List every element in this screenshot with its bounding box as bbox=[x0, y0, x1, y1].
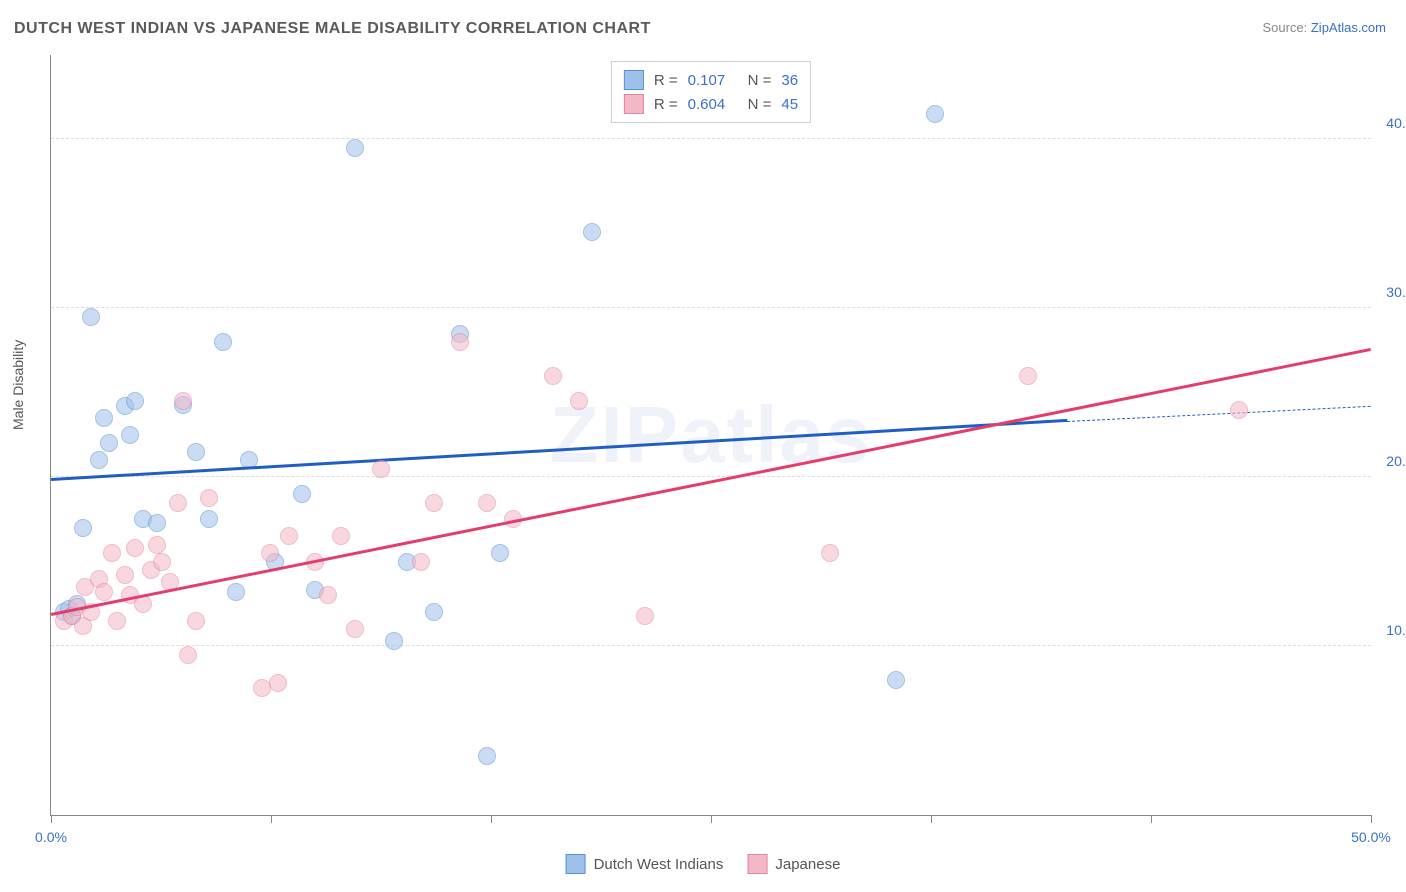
data-point bbox=[187, 612, 205, 630]
r-label: R = bbox=[654, 96, 678, 113]
legend-swatch bbox=[747, 854, 767, 874]
data-point bbox=[636, 607, 654, 625]
data-point bbox=[346, 620, 364, 638]
data-point bbox=[412, 553, 430, 571]
legend-label: Dutch West Indians bbox=[594, 856, 724, 873]
x-tick bbox=[491, 815, 492, 823]
chart-title: DUTCH WEST INDIAN VS JAPANESE MALE DISAB… bbox=[14, 20, 651, 38]
data-point bbox=[280, 527, 298, 545]
data-point bbox=[121, 426, 139, 444]
data-point bbox=[478, 747, 496, 765]
data-point bbox=[385, 632, 403, 650]
r-value: 0.107 bbox=[688, 72, 738, 89]
plot-area: ZIPatlas R =0.107N =36R =0.604N =45 10.0… bbox=[50, 55, 1371, 816]
data-point bbox=[261, 544, 279, 562]
x-tick bbox=[1151, 815, 1152, 823]
r-label: R = bbox=[654, 72, 678, 89]
data-point bbox=[491, 544, 509, 562]
legend-item: Dutch West Indians bbox=[566, 854, 724, 874]
data-point bbox=[95, 409, 113, 427]
data-point bbox=[116, 566, 134, 584]
gridline bbox=[51, 476, 1371, 477]
x-tick bbox=[711, 815, 712, 823]
x-tick bbox=[51, 815, 52, 823]
source-prefix: Source: bbox=[1262, 20, 1310, 35]
source-link[interactable]: ZipAtlas.com bbox=[1311, 20, 1386, 35]
data-point bbox=[153, 553, 171, 571]
y-tick-label: 40.0% bbox=[1386, 115, 1406, 131]
data-point bbox=[1230, 401, 1248, 419]
data-point bbox=[926, 105, 944, 123]
data-point bbox=[227, 583, 245, 601]
data-point bbox=[544, 367, 562, 385]
data-point bbox=[821, 544, 839, 562]
data-point bbox=[425, 494, 443, 512]
trend-line bbox=[1067, 405, 1371, 421]
gridline bbox=[51, 138, 1371, 139]
x-tick bbox=[271, 815, 272, 823]
data-point bbox=[200, 489, 218, 507]
data-point bbox=[583, 223, 601, 241]
data-point bbox=[179, 646, 197, 664]
data-point bbox=[425, 603, 443, 621]
legend-item: Japanese bbox=[747, 854, 840, 874]
legend-swatch bbox=[566, 854, 586, 874]
data-point bbox=[887, 671, 905, 689]
data-point bbox=[126, 392, 144, 410]
n-label: N = bbox=[748, 96, 772, 113]
source-label: Source: ZipAtlas.com bbox=[1262, 20, 1386, 35]
data-point bbox=[169, 494, 187, 512]
legend-swatch bbox=[624, 94, 644, 114]
gridline bbox=[51, 645, 1371, 646]
legend-row: R = 0.604 N = 45 bbox=[624, 92, 798, 116]
data-point bbox=[74, 519, 92, 537]
data-point bbox=[187, 443, 205, 461]
data-point bbox=[570, 392, 588, 410]
x-tick-label: 0.0% bbox=[35, 829, 67, 845]
data-point bbox=[346, 139, 364, 157]
data-point bbox=[126, 539, 144, 557]
y-axis-label: Male Disability bbox=[10, 340, 26, 430]
trend-line bbox=[51, 348, 1371, 616]
n-value: 36 bbox=[781, 72, 798, 89]
data-point bbox=[100, 434, 118, 452]
legend-row: R = 0.107 N = 36 bbox=[624, 68, 798, 92]
data-point bbox=[90, 451, 108, 469]
data-point bbox=[95, 583, 113, 601]
chart-container: DUTCH WEST INDIAN VS JAPANESE MALE DISAB… bbox=[0, 0, 1406, 892]
data-point bbox=[200, 510, 218, 528]
legend-correlation: R = 0.107 N = 36 R = 0.604 N = 45 bbox=[611, 61, 811, 123]
data-point bbox=[1019, 367, 1037, 385]
x-tick bbox=[931, 815, 932, 823]
n-value: 45 bbox=[781, 96, 798, 113]
data-point bbox=[478, 494, 496, 512]
data-point bbox=[82, 308, 100, 326]
y-tick-label: 30.0% bbox=[1386, 284, 1406, 300]
x-tick bbox=[1371, 815, 1372, 823]
data-point bbox=[293, 485, 311, 503]
data-point bbox=[319, 586, 337, 604]
data-point bbox=[269, 674, 287, 692]
y-tick-label: 10.0% bbox=[1386, 622, 1406, 638]
data-point bbox=[451, 333, 469, 351]
legend-swatch bbox=[624, 70, 644, 90]
y-tick-label: 20.0% bbox=[1386, 453, 1406, 469]
data-point bbox=[332, 527, 350, 545]
data-point bbox=[148, 536, 166, 554]
legend-series: Dutch West Indians Japanese bbox=[566, 854, 841, 874]
legend-label: Japanese bbox=[775, 856, 840, 873]
n-label: N = bbox=[748, 72, 772, 89]
gridline bbox=[51, 307, 1371, 308]
data-point bbox=[103, 544, 121, 562]
data-point bbox=[372, 460, 390, 478]
data-point bbox=[174, 392, 192, 410]
x-tick-label: 50.0% bbox=[1351, 829, 1391, 845]
data-point bbox=[108, 612, 126, 630]
data-point bbox=[148, 514, 166, 532]
r-value: 0.604 bbox=[688, 96, 738, 113]
data-point bbox=[214, 333, 232, 351]
